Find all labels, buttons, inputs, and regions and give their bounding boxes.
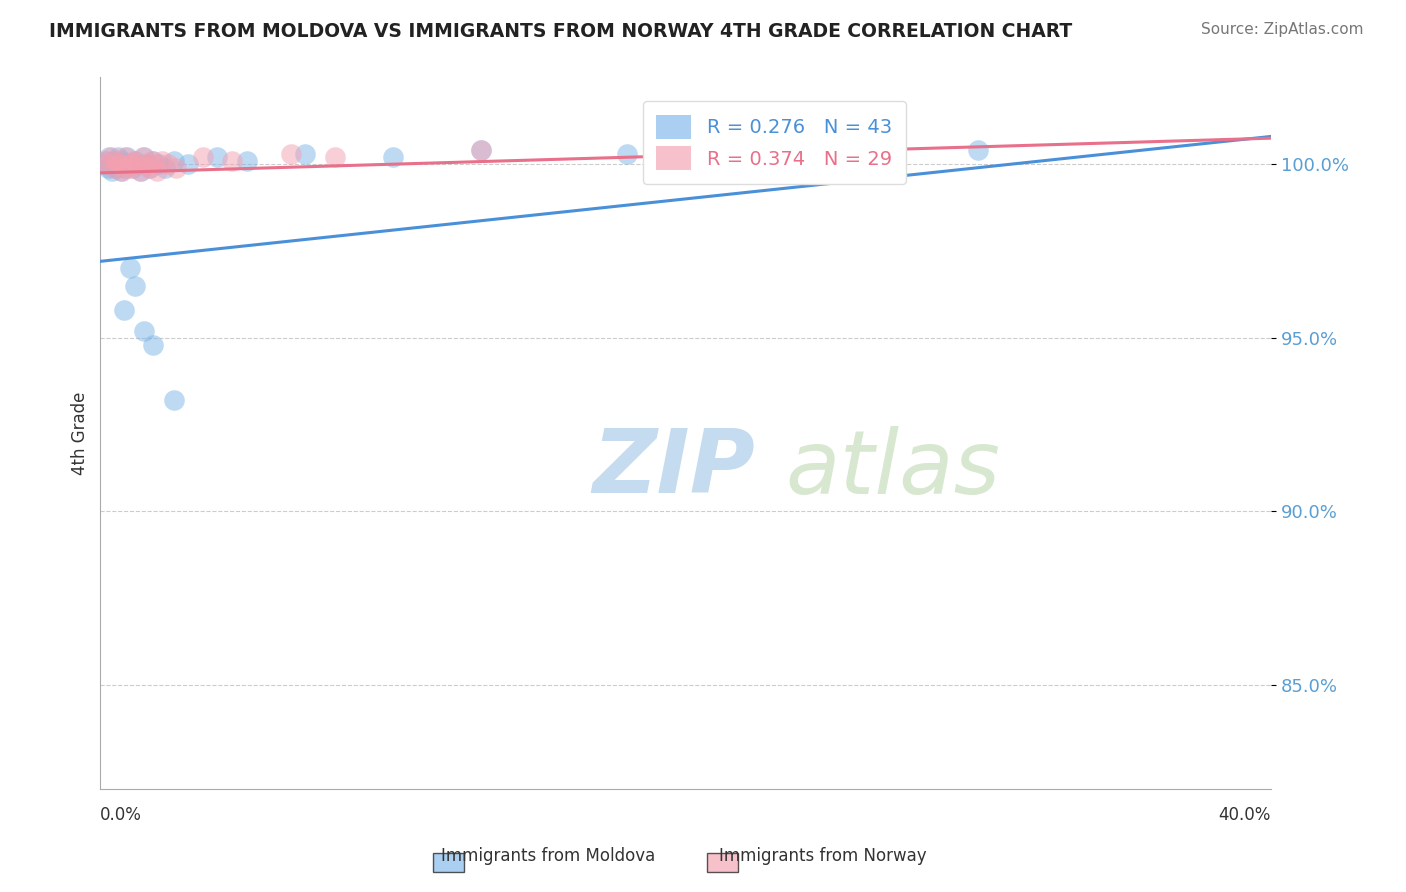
Point	[117, 157, 139, 171]
Point	[148, 157, 170, 171]
Point	[125, 157, 148, 171]
Text: 40.0%: 40.0%	[1219, 806, 1271, 824]
Point	[616, 146, 638, 161]
Point	[111, 164, 134, 178]
Point	[191, 150, 214, 164]
Text: Immigrants from Norway: Immigrants from Norway	[718, 847, 927, 865]
Point	[101, 164, 124, 178]
Point	[118, 157, 141, 171]
Point	[132, 150, 155, 164]
Point	[103, 161, 125, 175]
Point	[114, 161, 136, 175]
Point	[221, 153, 243, 168]
Point	[93, 153, 115, 168]
Point	[235, 153, 257, 168]
Point	[162, 153, 184, 168]
Point	[294, 146, 316, 161]
Point	[150, 153, 173, 168]
Point	[104, 157, 127, 171]
Point	[120, 161, 142, 175]
Point	[280, 146, 302, 161]
Point	[107, 150, 129, 164]
Point	[165, 161, 187, 175]
Point	[98, 150, 121, 164]
Point	[128, 164, 150, 178]
Point	[124, 153, 146, 168]
Point	[110, 164, 132, 178]
Point	[207, 150, 229, 164]
Point	[97, 161, 120, 175]
Point	[323, 150, 346, 164]
Point	[177, 157, 200, 171]
Point	[103, 153, 125, 168]
Point	[118, 157, 141, 171]
Point	[96, 153, 118, 168]
Point	[382, 150, 405, 164]
Point	[967, 144, 990, 158]
Point	[112, 157, 135, 171]
Point	[118, 261, 141, 276]
Point	[134, 324, 156, 338]
Point	[115, 150, 138, 164]
Point	[122, 153, 145, 168]
Point	[112, 161, 135, 175]
Point	[100, 157, 122, 171]
Point	[135, 157, 157, 171]
Point	[112, 302, 135, 317]
Point	[136, 157, 159, 171]
Point	[138, 161, 160, 175]
Point	[105, 153, 128, 168]
Point	[142, 337, 165, 351]
Text: Immigrants from Moldova: Immigrants from Moldova	[441, 847, 655, 865]
Point	[156, 157, 179, 171]
Point	[162, 393, 184, 408]
Point	[105, 161, 128, 175]
Point	[97, 157, 120, 171]
Point	[131, 164, 153, 178]
Text: Source: ZipAtlas.com: Source: ZipAtlas.com	[1201, 22, 1364, 37]
Point	[153, 161, 176, 175]
Point	[127, 157, 149, 171]
Text: atlas: atlas	[785, 425, 1000, 512]
Point	[470, 144, 492, 158]
Point	[114, 150, 136, 164]
Point	[146, 164, 169, 178]
Legend: R = 0.276   N = 43, R = 0.374   N = 29: R = 0.276 N = 43, R = 0.374 N = 29	[643, 102, 905, 184]
Point	[111, 153, 134, 168]
Point	[821, 140, 844, 154]
Point	[134, 150, 156, 164]
Point	[100, 150, 122, 164]
Point	[108, 157, 131, 171]
Point	[143, 157, 166, 171]
Point	[124, 278, 146, 293]
Point	[141, 153, 163, 168]
Point	[142, 153, 165, 168]
Point	[139, 161, 162, 175]
Point	[91, 157, 114, 171]
Text: ZIP: ZIP	[592, 425, 755, 512]
Text: IMMIGRANTS FROM MOLDOVA VS IMMIGRANTS FROM NORWAY 4TH GRADE CORRELATION CHART: IMMIGRANTS FROM MOLDOVA VS IMMIGRANTS FR…	[49, 22, 1073, 41]
Point	[121, 161, 143, 175]
Point	[108, 157, 131, 171]
Y-axis label: 4th Grade: 4th Grade	[72, 392, 89, 475]
Point	[470, 144, 492, 158]
Text: 0.0%: 0.0%	[100, 806, 142, 824]
